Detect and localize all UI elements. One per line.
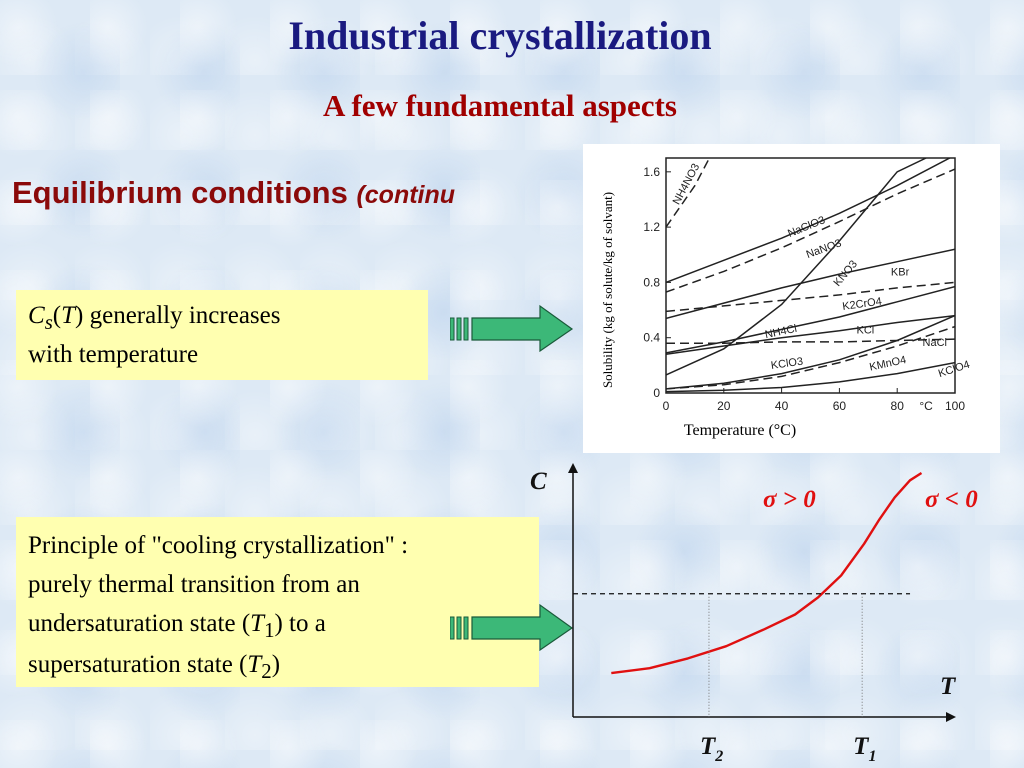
series-line [666, 314, 955, 390]
note-line-1: Cs(T) generally increases [28, 298, 416, 337]
series-label: KCl [857, 325, 875, 337]
series-line [666, 248, 955, 320]
paren-open: ( [52, 302, 62, 329]
section-heading-suffix: (continu [356, 181, 456, 209]
series-line [666, 361, 955, 393]
principle-line-1: Principle of "cooling crystallization" : [28, 532, 409, 559]
x-axis-arrow [946, 712, 956, 722]
principle-line-4-b: ) [271, 650, 281, 678]
x-tick-label: 80 [891, 399, 905, 413]
solubility-note-box: Cs(T) generally increases with temperatu… [16, 290, 428, 380]
series-label: NaCl [923, 337, 947, 349]
x-axis-label: T [940, 673, 957, 700]
y-axis-arrow [568, 463, 578, 473]
series-label: KMnO4 [868, 354, 907, 373]
series-label: NaClO3 [786, 214, 827, 240]
x-tick-label: 0 [663, 399, 670, 413]
slide-subtitle: A few fundamental aspects [323, 88, 677, 123]
series-label: KClO4 [937, 359, 972, 380]
y-tick-label: 1.6 [643, 165, 660, 179]
symbol-c: C [28, 302, 45, 329]
series-line [666, 158, 952, 284]
y-axis-label: C [530, 468, 547, 495]
series-line [666, 325, 955, 390]
sigma-negative-label: σ < 0 [925, 486, 978, 513]
section-heading: Equilibrium conditions (continu [12, 175, 455, 211]
principle-t2-sub: 2 [261, 658, 272, 683]
x-tick-label: 100 [945, 399, 965, 413]
y-tick-label: 0.8 [643, 275, 660, 289]
slide-title: Industrial crystallization [288, 13, 712, 58]
principle-t1: T [250, 609, 265, 637]
series-line [666, 158, 711, 228]
right-arrow-icon [450, 304, 574, 352]
series-line [666, 314, 955, 356]
t1-letter: T [853, 733, 870, 760]
solubility-figure-panel [583, 144, 1000, 453]
y-tick-label: 0.4 [643, 331, 660, 345]
t2-letter: T [700, 733, 717, 760]
right-arrow-icon [450, 603, 574, 651]
solubility-curve [611, 471, 923, 675]
series-line [666, 338, 955, 344]
x-tick-label: °C [919, 399, 933, 413]
principle-line-2: purely thermal transition from an [28, 570, 360, 598]
x-tick-label-t1: T1 [853, 733, 876, 765]
series-line [666, 281, 955, 313]
series-label: KBr [891, 267, 910, 279]
principle-t1-sub: 1 [264, 617, 275, 642]
principle-line-3-a: undersaturation state ( [28, 609, 251, 637]
section-heading-text: Equilibrium conditions [12, 175, 348, 210]
sigma-positive-label: σ > 0 [763, 486, 816, 513]
x-tick-label-t2: T2 [700, 733, 723, 765]
x-axis-label: Temperature (°C) [684, 422, 796, 439]
principle-t2: T [247, 650, 262, 678]
principle-line-3: undersaturation state (T1) to a [28, 605, 527, 646]
solubility-chart: 0 20 40 60 80 °C 100 0 0.4 0.8 1.2 1.6 NH4NO3 NaClO3 N… [600, 157, 972, 439]
principle-line-3-b: ) to a [274, 609, 326, 637]
plot-frame [665, 157, 956, 394]
series-line [666, 158, 927, 376]
y-tick-label: 0 [653, 386, 660, 400]
t2-sub: 2 [714, 748, 723, 765]
cooling-principle-box: Principle of "cooling crystallization" :… [16, 517, 539, 687]
note-line-2: with temperature [28, 341, 199, 369]
symbol-t: T [61, 302, 76, 329]
principle-line-4-a: supersaturation state ( [28, 650, 248, 678]
series-label: KClO3 [770, 356, 804, 372]
x-tick-label: 20 [717, 399, 731, 413]
note-line-1-rest: ) generally increases [75, 302, 281, 329]
x-tick-label: 60 [833, 399, 847, 413]
t1-sub: 1 [868, 748, 876, 765]
series-label: NH4NO3 [671, 162, 703, 207]
y-tick-label: 1.2 [643, 220, 660, 234]
series-label: KNO3 [832, 258, 860, 289]
principle-line-4: supersaturation state (T2) [28, 646, 527, 687]
symbol-s: s [44, 310, 53, 334]
x-tick-label: 40 [775, 399, 789, 413]
y-axis-label: Solubility (kg of solute/kg of solvant) [600, 192, 615, 388]
series-line [666, 168, 955, 293]
